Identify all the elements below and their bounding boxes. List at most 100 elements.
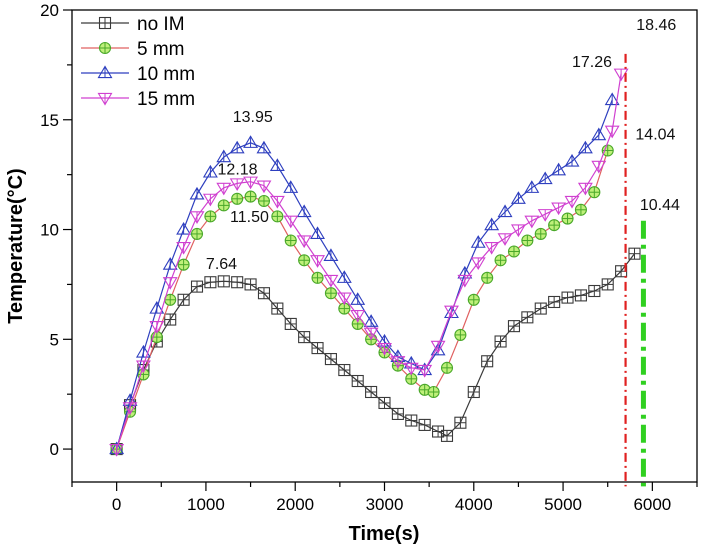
data-point-10-mm [269, 158, 285, 171]
data-point-10-mm [336, 270, 352, 283]
data-point-10-mm [162, 257, 178, 270]
series-15-mm [109, 68, 629, 457]
data-point-no-im [204, 276, 217, 289]
y-tick-label: 5 [50, 330, 59, 349]
data-point-15-mm [613, 68, 629, 82]
data-point-15-mm [564, 195, 580, 209]
data-point-10-mm [176, 221, 192, 235]
data-point-10-mm [363, 314, 379, 327]
x-tick-label: 1000 [187, 495, 225, 514]
data-point-10-mm [243, 135, 259, 148]
data-point-no-im [271, 302, 284, 315]
x-tick-label: 5000 [544, 495, 582, 514]
data-point-no-im [418, 418, 431, 431]
y-tick-label: 10 [40, 221, 59, 240]
data-point-5-mm [271, 210, 284, 223]
data-point-15-mm [377, 342, 392, 356]
data-point-15-mm [390, 356, 406, 369]
data-point-15-mm [149, 321, 165, 334]
data-label: 14.04 [635, 127, 675, 144]
data-point-no-im [574, 289, 587, 302]
x-tick-label: 6000 [633, 495, 671, 514]
legend-marker-15-mm [97, 92, 113, 106]
data-point-no-im [298, 331, 311, 344]
data-point-5-mm [217, 199, 230, 212]
data-point-no-im [440, 429, 454, 442]
data-point-no-im [338, 363, 351, 377]
data-point-no-im [244, 278, 257, 291]
data-point-15-mm [551, 202, 567, 216]
data-point-15-mm [243, 176, 259, 190]
data-point-5-mm [467, 293, 480, 306]
data-point-10-mm [229, 140, 245, 154]
data-point-15-mm [135, 360, 151, 374]
data-point-5-mm [534, 227, 547, 240]
data-point-5-mm [244, 190, 257, 203]
data-point-no-im [217, 275, 230, 288]
data-point-10-mm [256, 140, 272, 154]
data-point-15-mm [189, 211, 205, 224]
data-point-10-mm [510, 191, 526, 204]
data-point-10-mm [323, 248, 339, 261]
data-label: 10.44 [640, 197, 680, 214]
data-point-15-mm [591, 160, 607, 174]
data-point-15-mm [336, 292, 352, 306]
data-point-15-mm [457, 274, 473, 288]
data-point-15-mm [122, 402, 138, 415]
legend-marker-10-mm [97, 65, 113, 79]
data-point-15-mm [470, 257, 486, 271]
data-point-10-mm [216, 149, 232, 163]
data-point-15-mm [323, 274, 339, 288]
x-axis-label: Time(s) [349, 523, 420, 545]
data-point-5-mm [190, 227, 204, 240]
data-point-5-mm [507, 245, 521, 258]
legend-label-10-mm: 10 mm [137, 64, 195, 85]
series-line-15-mm [116, 73, 622, 450]
data-point-10-mm [202, 164, 218, 178]
legend-label-no-im: no IM [137, 14, 185, 35]
data-point-10-mm [537, 171, 553, 185]
data-point-15-mm [176, 241, 192, 255]
data-point-15-mm [229, 178, 245, 192]
data-point-5-mm [440, 361, 454, 374]
data-point-15-mm [283, 215, 299, 229]
data-point-10-mm [149, 300, 165, 314]
data-point-10-mm [577, 140, 593, 154]
legend-item-no-im: no IM [81, 14, 185, 35]
data-point-10-mm [551, 162, 567, 176]
data-point-5-mm [231, 192, 244, 205]
data-point-5-mm [481, 271, 494, 284]
data-point-15-mm [510, 224, 526, 238]
data-point-15-mm [604, 125, 620, 139]
data-point-5-mm [177, 258, 190, 271]
data-point-5-mm [311, 271, 324, 284]
data-point-10-mm [135, 344, 151, 358]
data-point-15-mm [296, 235, 312, 249]
data-label: 7.64 [206, 256, 237, 273]
data-point-10-mm [296, 204, 312, 218]
data-point-15-mm [216, 182, 232, 196]
data-point-10-mm [484, 217, 500, 231]
data-point-15-mm [444, 305, 459, 319]
x-tick-label: 2000 [276, 495, 314, 514]
data-point-no-im [177, 293, 190, 306]
data-point-5-mm [427, 385, 440, 399]
data-point-no-im [548, 295, 561, 309]
data-point-10-mm [283, 180, 299, 193]
data-point-no-im [391, 407, 404, 420]
data-point-15-mm [537, 209, 553, 222]
data-point-5-mm [298, 254, 311, 267]
data-label: 18.46 [636, 17, 676, 34]
data-point-15-mm [109, 443, 125, 457]
data-point-no-im [324, 353, 337, 366]
data-point-5-mm [601, 144, 614, 157]
data-point-no-im [561, 291, 574, 304]
legend-marker-5-mm [98, 41, 112, 55]
data-point-no-im [405, 414, 418, 427]
data-point-10-mm [497, 204, 513, 218]
data-point-5-mm [284, 234, 297, 247]
data-point-no-im [494, 335, 507, 348]
data-point-no-im [467, 385, 480, 399]
data-point-5-mm [561, 212, 574, 225]
